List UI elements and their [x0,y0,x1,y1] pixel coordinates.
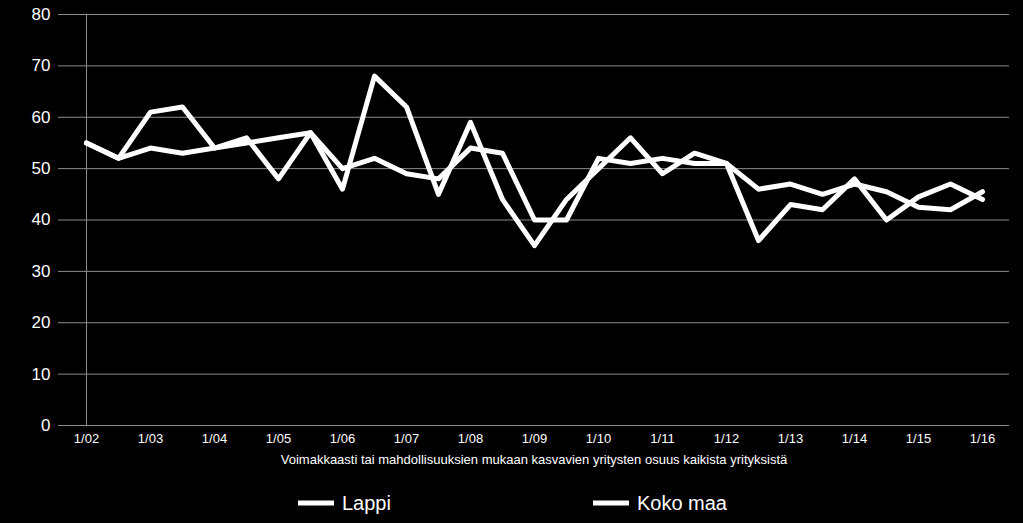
svg-text:10: 10 [32,365,51,384]
html-text:Koko maa: Koko maa [636,491,727,514]
svg-text:1/14: 1/14 [842,431,867,446]
svg-text:1/05: 1/05 [266,431,291,446]
svg-text:0: 0 [41,416,50,435]
svg-text:1/08: 1/08 [458,431,483,446]
svg-text:60: 60 [32,108,51,127]
html-text:Lappi: Lappi [342,491,391,514]
svg-text:1/10: 1/10 [586,431,611,446]
svg-text:1/13: 1/13 [778,431,803,446]
svg-text:1/04: 1/04 [202,431,227,446]
svg-text:1/11: 1/11 [650,431,674,446]
svg-text:80: 80 [32,5,51,24]
svg-text:1/12: 1/12 [714,431,739,446]
svg-text:50: 50 [32,159,51,178]
svg-text:30: 30 [32,262,51,281]
svg-text:20: 20 [32,313,51,332]
svg-text:1/09: 1/09 [522,431,547,446]
svg-text:40: 40 [32,210,51,229]
svg-text:1/06: 1/06 [330,431,355,446]
svg-text:70: 70 [32,56,51,75]
svg-text:1/15: 1/15 [906,431,931,446]
svg-text:1/03: 1/03 [138,431,163,446]
svg-text:1/16: 1/16 [970,431,995,446]
svg-text:1/07: 1/07 [394,431,419,446]
svg-text:Voimakkaasti tai mahdollisuuks: Voimakkaasti tai mahdollisuuksien mukaan… [281,452,788,467]
svg-text:1/02: 1/02 [74,431,99,446]
